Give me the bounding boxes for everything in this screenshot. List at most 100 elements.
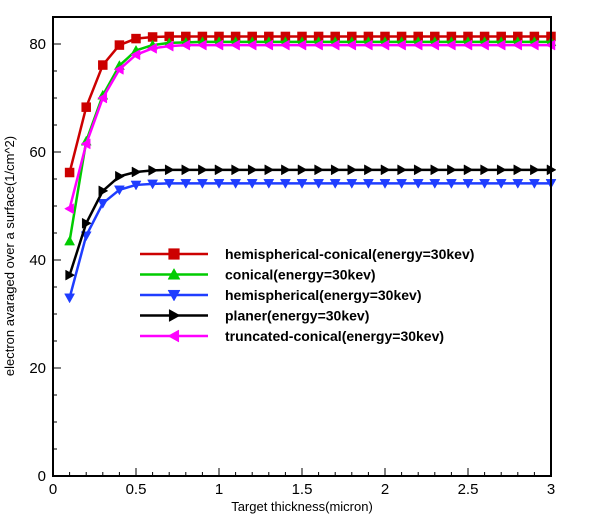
data-point bbox=[148, 164, 159, 176]
data-point bbox=[163, 40, 174, 52]
legend-label: planer(energy=30kev) bbox=[225, 308, 369, 324]
x-tick-label: 1 bbox=[215, 481, 223, 498]
x-axis-title: Target thickness(micron) bbox=[231, 499, 373, 514]
data-point bbox=[64, 235, 76, 246]
data-point bbox=[364, 164, 374, 176]
data-point bbox=[64, 167, 75, 178]
legend-entry: conical(energy=30kev) bbox=[140, 267, 376, 283]
x-tick-label: 3 bbox=[547, 481, 555, 498]
data-point bbox=[164, 164, 175, 176]
data-point bbox=[314, 164, 325, 176]
data-point bbox=[479, 179, 491, 189]
data-point bbox=[65, 269, 76, 281]
data-point bbox=[296, 39, 307, 51]
legend-marker bbox=[167, 267, 181, 280]
data-point bbox=[81, 102, 91, 112]
legend-label: conical(energy=30kev) bbox=[225, 267, 376, 283]
data-point bbox=[196, 39, 207, 51]
data-point bbox=[263, 39, 274, 51]
data-point bbox=[231, 164, 242, 176]
legend-entry: planer(energy=30kev) bbox=[140, 308, 369, 324]
data-point bbox=[380, 164, 391, 176]
x-tick-label: 1.5 bbox=[292, 481, 313, 498]
legend-label: hemispherical(energy=30kev) bbox=[225, 287, 422, 303]
data-point bbox=[296, 179, 308, 189]
legend-marker bbox=[168, 248, 180, 260]
legend-marker bbox=[167, 329, 180, 343]
x-tick-label: 2 bbox=[381, 481, 389, 498]
data-point bbox=[113, 185, 125, 196]
data-point bbox=[263, 179, 275, 189]
data-point bbox=[264, 164, 275, 176]
data-point bbox=[180, 179, 192, 189]
data-point bbox=[379, 39, 390, 51]
data-point bbox=[480, 164, 491, 176]
data-point bbox=[329, 179, 341, 189]
series-2 bbox=[64, 179, 557, 304]
data-point bbox=[297, 164, 308, 176]
data-point bbox=[130, 49, 141, 61]
data-point bbox=[115, 170, 125, 182]
data-point bbox=[513, 164, 524, 176]
x-tick-label: 0 bbox=[49, 481, 57, 498]
data-point bbox=[362, 179, 374, 189]
data-point bbox=[81, 217, 92, 229]
data-point bbox=[213, 39, 224, 51]
data-point bbox=[495, 179, 507, 189]
legend-marker bbox=[167, 289, 181, 302]
data-point bbox=[445, 179, 457, 189]
data-point bbox=[246, 179, 258, 189]
data-point bbox=[496, 164, 507, 176]
data-point bbox=[330, 164, 341, 176]
data-point bbox=[281, 164, 291, 176]
x-tick-label: 2.5 bbox=[458, 481, 479, 498]
data-point bbox=[279, 39, 290, 51]
data-point bbox=[347, 164, 358, 176]
data-point bbox=[64, 203, 74, 215]
data-point bbox=[214, 164, 225, 176]
data-point bbox=[346, 39, 357, 51]
axis-ticks: 0 0.5 1 1.5 2 2.5 3 0 20 40 60 80 bbox=[29, 16, 555, 498]
legend-label: truncated-conical(energy=30kev) bbox=[225, 328, 444, 344]
data-point bbox=[230, 39, 240, 51]
data-point bbox=[113, 63, 124, 75]
series-line bbox=[68, 40, 551, 242]
data-point bbox=[429, 39, 440, 51]
data-point bbox=[313, 179, 325, 189]
data-point bbox=[397, 164, 408, 176]
data-point bbox=[462, 39, 473, 51]
data-point bbox=[98, 60, 108, 70]
data-point bbox=[131, 33, 141, 44]
data-point bbox=[445, 39, 456, 51]
data-point bbox=[362, 39, 373, 51]
data-point bbox=[495, 39, 506, 51]
data-point bbox=[412, 179, 424, 189]
series-4 bbox=[64, 39, 556, 215]
data-point bbox=[64, 293, 76, 304]
data-point bbox=[396, 179, 408, 189]
data-point bbox=[379, 179, 391, 189]
legend-entry: hemispherical(energy=30kev) bbox=[140, 287, 422, 303]
x-tick-label: 0.5 bbox=[126, 481, 147, 498]
data-point bbox=[247, 164, 258, 176]
data-point bbox=[463, 164, 474, 176]
data-point bbox=[198, 164, 208, 176]
data-point bbox=[530, 164, 540, 176]
y-axis-title: electron avaraged over a surface(1/cm^2) bbox=[2, 136, 17, 376]
plot-border bbox=[52, 16, 552, 477]
y-tick-label: 80 bbox=[29, 36, 46, 53]
data-point bbox=[512, 39, 523, 51]
legend-entry: hemispherical-conical(energy=30kev) bbox=[140, 246, 474, 262]
legend-entry: truncated-conical(energy=30kev) bbox=[140, 328, 444, 344]
legend-marker bbox=[168, 309, 181, 322]
data-point bbox=[313, 39, 323, 51]
legend-label: hemispherical-conical(energy=30kev) bbox=[225, 246, 474, 262]
data-point bbox=[97, 199, 109, 209]
data-point bbox=[279, 179, 291, 189]
data-point bbox=[163, 179, 175, 189]
legend: hemispherical-conical(energy=30kev) conic… bbox=[140, 246, 474, 344]
y-tick-label: 0 bbox=[38, 468, 46, 485]
data-point bbox=[429, 179, 441, 189]
data-point bbox=[131, 166, 142, 178]
